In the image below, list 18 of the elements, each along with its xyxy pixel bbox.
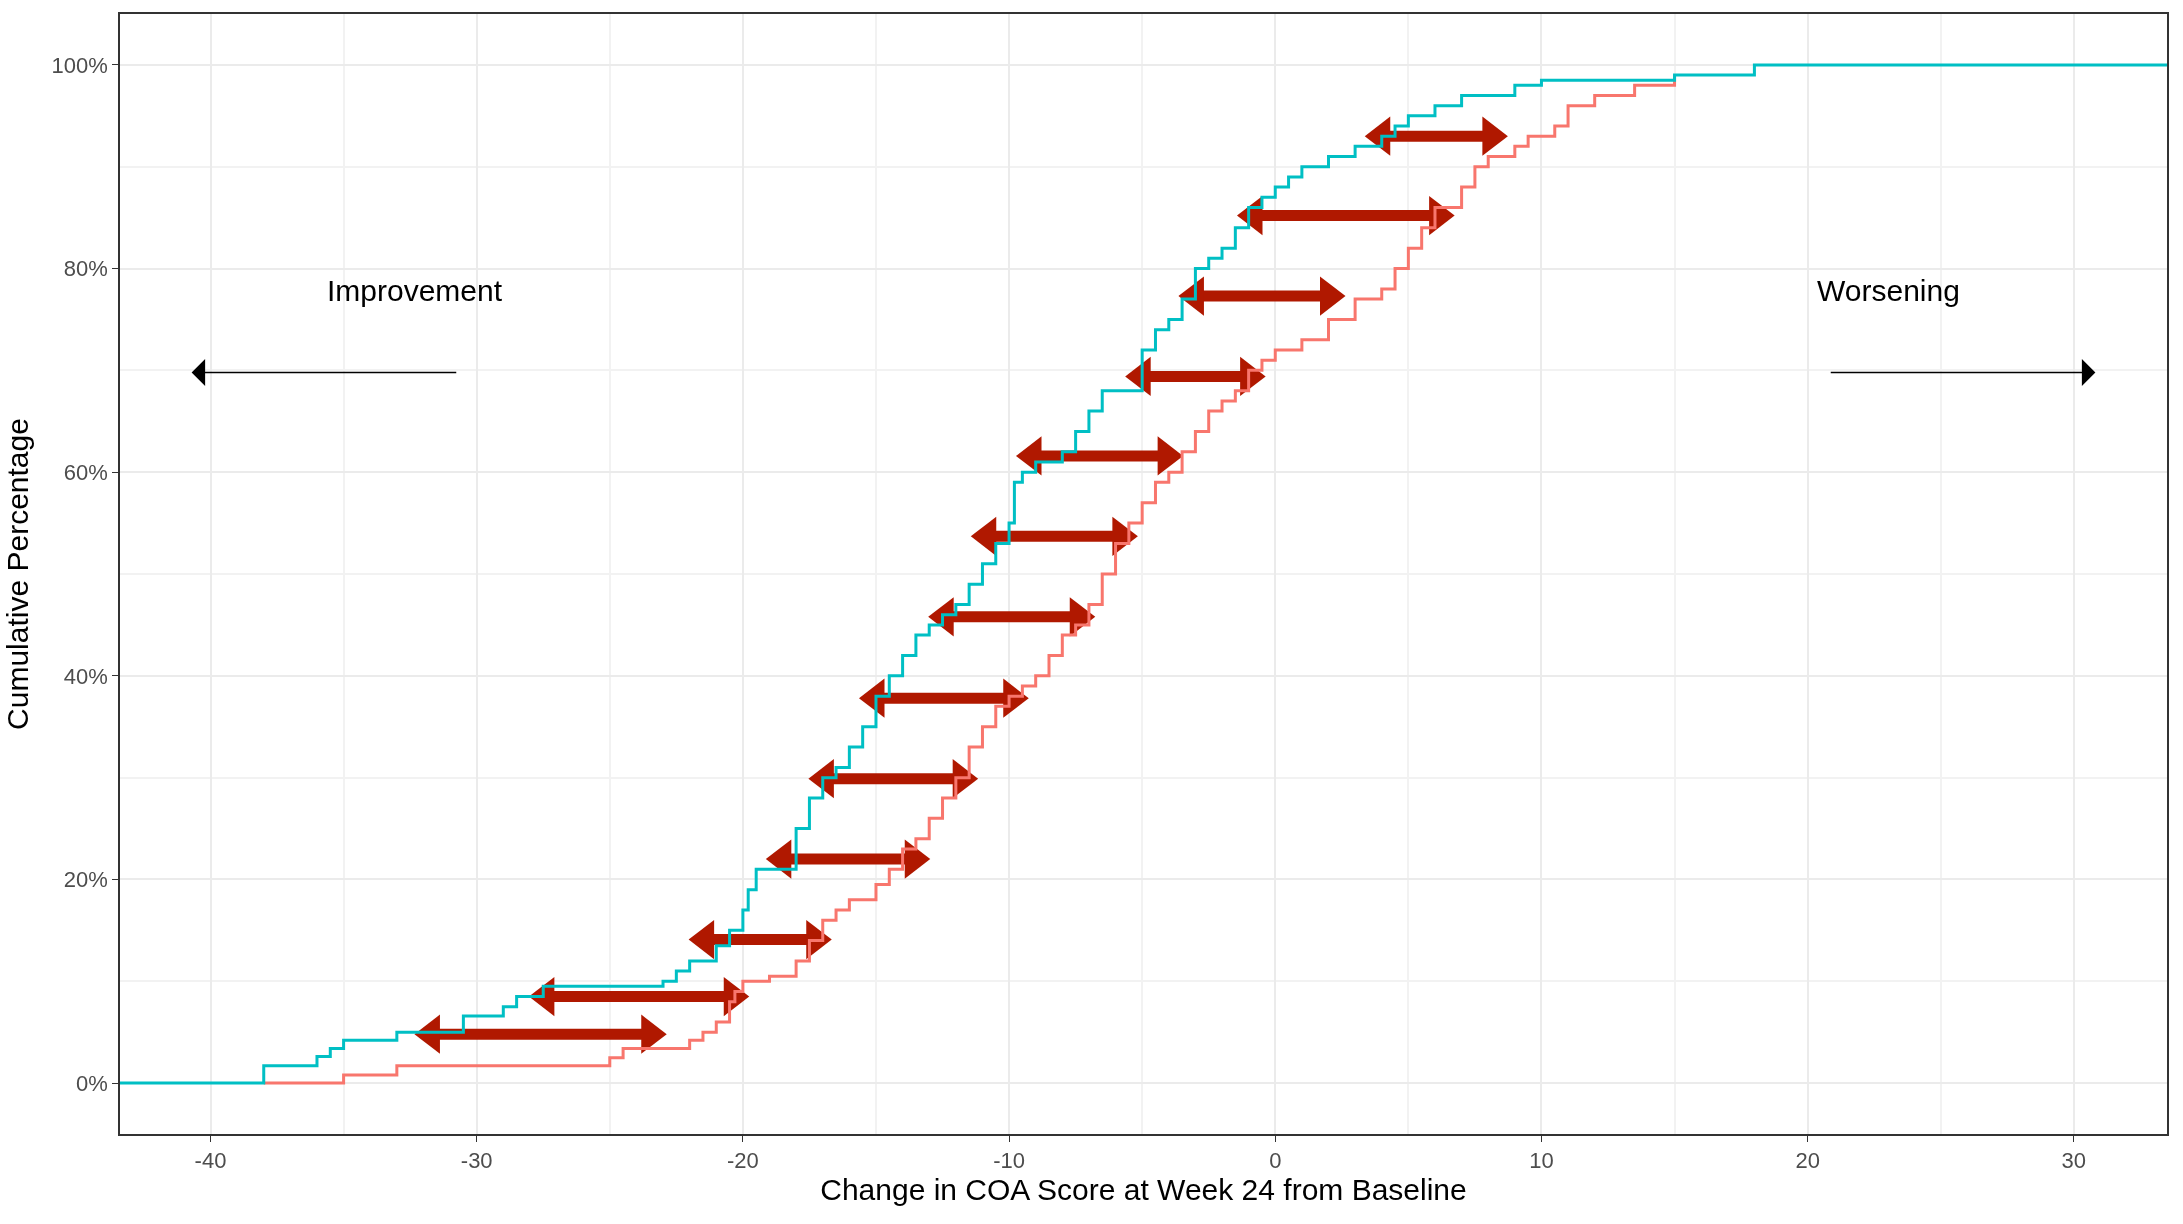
y-tick-label: 0% xyxy=(76,1070,108,1096)
y-tick-label: 20% xyxy=(63,867,108,893)
annotation: Worsening xyxy=(1817,274,1960,307)
x-tick-label: 20 xyxy=(1795,1148,1820,1174)
x-tick-label: 10 xyxy=(1529,1148,1554,1174)
x-tick-label: -30 xyxy=(460,1148,493,1174)
y-axis-title: Cumulative Percentage xyxy=(1,418,35,730)
annotation: Improvement xyxy=(327,274,503,307)
x-tick-label: 30 xyxy=(2061,1148,2087,1174)
x-axis-title: Change in COA Score at Week 24 from Baseline xyxy=(820,1173,1467,1207)
y-tick-label: 100% xyxy=(51,52,108,78)
x-tick-label: 0 xyxy=(1269,1148,1282,1174)
y-tick-label: 40% xyxy=(63,663,108,689)
y-tick-label: 80% xyxy=(63,256,108,282)
x-tick-label: -10 xyxy=(993,1148,1025,1174)
x-tick-label: -20 xyxy=(726,1148,759,1174)
y-tick-label: 60% xyxy=(63,459,108,485)
x-tick-label: -40 xyxy=(194,1148,227,1174)
